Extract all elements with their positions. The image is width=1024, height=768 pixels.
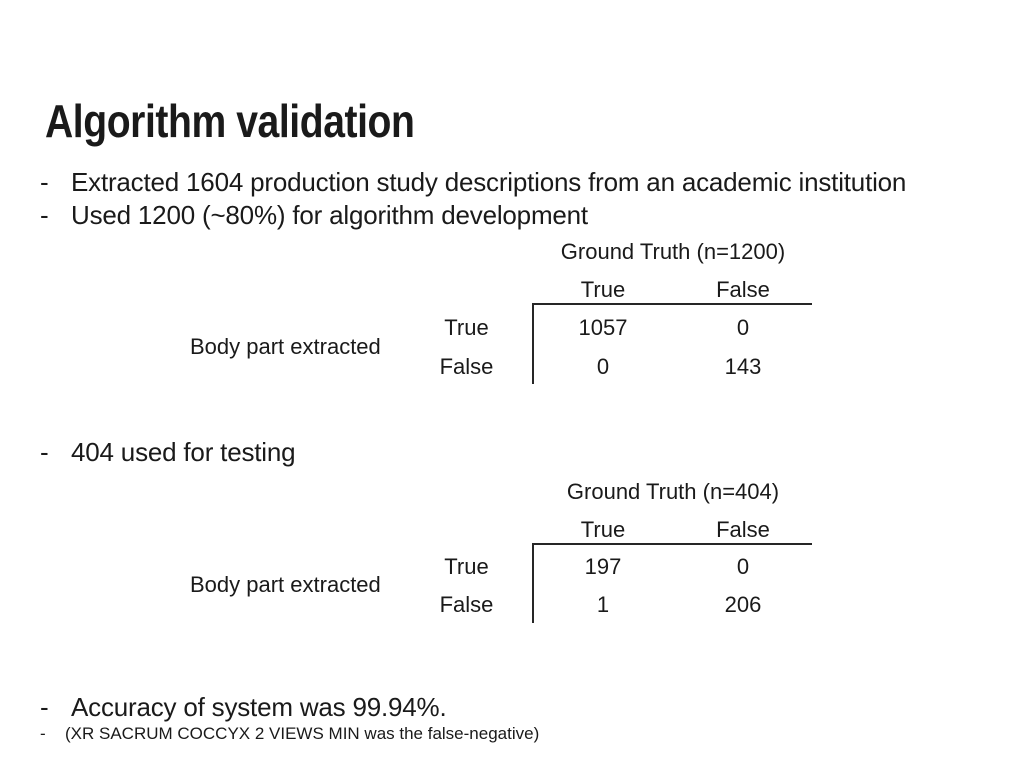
table-row: 1 206 <box>533 594 813 616</box>
column-header-row: True False <box>533 519 813 541</box>
row-header-true: True <box>444 554 489 579</box>
bullet-text: Extracted 1604 production study descript… <box>71 167 907 197</box>
cell-false-true: 1 <box>596 592 610 617</box>
cell-true-false: 0 <box>736 554 750 579</box>
table-header: Ground Truth (n=404) <box>566 479 780 504</box>
bullet-text: 404 used for testing <box>71 437 296 467</box>
bullet-dash: - <box>40 692 49 722</box>
table-row: 1057 0 <box>533 317 813 339</box>
cell-false-false: 206 <box>724 592 762 617</box>
bullet-item: - Accuracy of system was 99.94%. <box>40 692 447 722</box>
bullet-item: - 404 used for testing <box>40 437 296 467</box>
bullet-text: Used 1200 (~80%) for algorithm developme… <box>71 200 588 230</box>
cell-true-true: 197 <box>584 554 622 579</box>
column-header-false: False <box>716 277 770 302</box>
cell-false-true: 0 <box>596 354 610 379</box>
slide-title: Algorithm validation <box>45 94 415 147</box>
bullet-dash: - <box>40 167 49 197</box>
bullet-dash: - <box>40 437 49 467</box>
table-left-rule <box>532 303 534 384</box>
table-row: 197 0 <box>533 556 813 578</box>
bullet-dash: - <box>40 724 46 743</box>
bullet-item-footnote: - (XR SACRUM COCCYX 2 VIEWS MIN was the … <box>40 725 539 742</box>
table-row: 0 143 <box>533 356 813 378</box>
cell-true-false: 0 <box>736 315 750 340</box>
bullet-dash: - <box>40 200 49 230</box>
table-top-rule <box>533 303 812 305</box>
table-header: Ground Truth (n=1200) <box>560 239 786 264</box>
column-header-false: False <box>716 517 770 542</box>
row-group-label: Body part extracted <box>190 334 381 359</box>
row-header-true: True <box>444 315 489 340</box>
table-left-rule <box>532 543 534 623</box>
row-header-false: False <box>439 592 494 617</box>
bullet-item: - Extracted 1604 production study descri… <box>40 169 906 195</box>
cell-true-true: 1057 <box>578 315 628 340</box>
bullet-text: (XR SACRUM COCCYX 2 VIEWS MIN was the fa… <box>65 724 540 743</box>
column-header-true: True <box>580 517 626 542</box>
row-header-false: False <box>439 354 494 379</box>
column-header-true: True <box>580 277 626 302</box>
cell-false-false: 143 <box>724 354 762 379</box>
bullet-item: - Used 1200 (~80%) for algorithm develop… <box>40 202 588 228</box>
row-group-label: Body part extracted <box>190 572 381 597</box>
bullet-text: Accuracy of system was 99.94%. <box>71 692 447 722</box>
column-header-row: True False <box>533 279 813 301</box>
table-top-rule <box>533 543 812 545</box>
